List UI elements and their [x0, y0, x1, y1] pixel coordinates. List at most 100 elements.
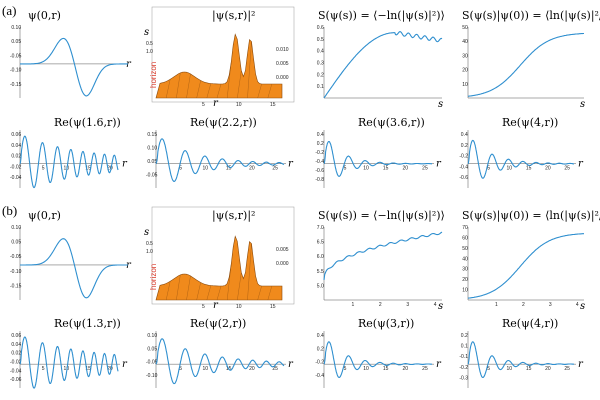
tick-label: 0.06 — [11, 132, 21, 138]
chart-b-0: ψ(0,r) r 0.10 0.05 -0.05 -0.10 -0.15 — [10, 209, 132, 300]
tick-label: 0.05 — [147, 346, 157, 352]
surface-gridline — [186, 73, 191, 99]
chart-b-5: Re(ψ(2,r))r5 10 15 20 250.100.05-0.05-0.10 — [146, 317, 294, 388]
tick-label: 10 — [236, 102, 242, 108]
axis-label-s: s — [144, 27, 149, 38]
tick-label: 0.2 — [317, 141, 324, 147]
tick-label: -0.8 — [315, 177, 324, 183]
surface-gridline — [267, 83, 272, 99]
tick-label: 0.1 — [317, 84, 324, 90]
axis-label-r: r — [126, 59, 132, 70]
axis-label-r: r — [578, 359, 584, 370]
tick-label: 0.10 — [147, 146, 157, 152]
tick-label: 0.06 — [11, 333, 21, 339]
chart-title: Re(ψ(1.3,r)) — [54, 317, 121, 330]
tick-label: 0.10 — [11, 225, 21, 231]
tick-label: 0.4 — [317, 49, 324, 55]
tick-label: 0.5 — [317, 37, 324, 43]
surface-gridline — [267, 285, 272, 301]
panel-label-a: (a) — [2, 3, 16, 18]
surface-gridline — [196, 80, 201, 99]
tick-label: 6.5 — [317, 240, 324, 246]
tick-label: 25 — [564, 166, 570, 172]
tick-label: 5 — [344, 166, 347, 172]
surface-mesh — [155, 235, 283, 301]
tick-label: 1 — [495, 302, 498, 308]
surface-gridline — [227, 62, 232, 99]
tick-label: 10 — [363, 166, 369, 172]
tick-label: 0.3 — [317, 61, 324, 67]
tick-label: -0.06 — [10, 377, 22, 383]
tick-label: 20 — [462, 68, 468, 74]
tick-label: 0.10 — [147, 333, 157, 339]
axis-label-s: s — [144, 227, 149, 238]
axis-label-r: r — [213, 300, 219, 311]
tick-label: 5 — [487, 166, 490, 172]
surface-gridline — [166, 281, 171, 301]
axis-label-r: r — [436, 359, 442, 370]
tick-label: 25 — [422, 166, 428, 172]
tick-label: 5 — [179, 166, 182, 172]
chart-b-2: S(ψ(s)) = ⟨−ln(|ψ(s)|²)⟩ s 1 2 3 4 7.0 6.5 6.0 5.… — [317, 209, 445, 312]
tick-label: 3 — [549, 302, 552, 308]
tick-label: -0.15 — [10, 283, 22, 289]
tick-label: 1.0 — [146, 249, 153, 255]
tick-label: 4 — [576, 302, 579, 308]
tick-label: 10 — [507, 366, 513, 372]
axis-label-r: r — [122, 359, 128, 370]
series-line — [155, 138, 285, 182]
tick-label: -0.4 — [315, 159, 324, 165]
tick-label: 60 — [462, 235, 468, 241]
tick-label: 0.2 — [461, 333, 468, 339]
plots-group: ψ(0,r)r0.100.05-0.05-0.10-0.15|ψ(s,r)|²h… — [10, 6, 600, 389]
tick-label: -0.10 — [146, 373, 158, 379]
chart-title: Re(ψ(3,r)) — [358, 317, 414, 330]
horizon-label: horizon — [149, 264, 158, 290]
tick-label: 5.5 — [317, 269, 324, 275]
tick-label: 15 — [526, 366, 532, 372]
axis-label-r: r — [122, 159, 128, 170]
chart-title: S(ψ(s)) = ⟨−ln(|ψ(s)|²)⟩ — [318, 9, 445, 23]
tick-label: 5 — [202, 304, 205, 310]
surface-gridline — [237, 70, 242, 99]
tick-label: 0.6 — [317, 25, 324, 31]
tick-label: 20 — [249, 166, 255, 172]
series-line — [19, 135, 119, 189]
series-line — [467, 341, 575, 378]
tick-label: 10 — [203, 366, 209, 372]
chart-title: Re(ψ(1.6,r)) — [54, 116, 121, 129]
axis-label-r: r — [578, 159, 584, 170]
tick-label: 25 — [272, 366, 278, 372]
series-line — [20, 238, 128, 299]
tick-label: -0.05 — [10, 53, 22, 59]
surface-mesh — [155, 33, 283, 99]
tick-label: 0.000 — [276, 75, 289, 81]
series-line — [323, 140, 432, 177]
tick-label: 0.2 — [317, 346, 324, 352]
chart-a-7: Re(ψ(4,r)) r 5 10 15 20 25 0.4 0.2 -0.2 -0.4 -0.6 — [459, 116, 584, 188]
surface-gridline — [227, 264, 232, 301]
chart-title: Re(ψ(4,r)) — [502, 116, 558, 129]
tick-label: 5 — [42, 366, 45, 372]
axis-label-r: r — [126, 260, 132, 271]
tick-label: 50 — [462, 25, 468, 31]
tick-label: 15 — [383, 166, 389, 172]
surface-gridline — [247, 243, 252, 301]
tick-label: 0.4 — [317, 132, 324, 138]
surface-gridline — [237, 272, 242, 301]
chart-b-3: S(ψ(s)|ψ(0)) = ⟨ln(|ψ(s)|²/|ψ(0)|²)⟩ s 1 2 3… — [462, 209, 600, 312]
tick-label: 20 — [403, 166, 409, 172]
tick-label: 5 — [487, 366, 490, 372]
series-line — [323, 231, 443, 280]
tick-label: 20 — [107, 166, 113, 172]
tick-label: 20 — [249, 366, 255, 372]
chart-title: Re(ψ(3.6,r)) — [358, 116, 425, 129]
tick-label: -0.3 — [459, 375, 468, 381]
chart-title: |ψ(s,r)|² — [212, 209, 255, 223]
surface-gridline — [176, 72, 181, 99]
chart-a-2: S(ψ(s)) = ⟨−ln(|ψ(s)|²)⟩ s 0.6 0.5 0.4 0.3 0.2… — [317, 9, 445, 110]
chart-title: Re(ψ(2,r)) — [190, 317, 246, 330]
surface-gridline — [206, 83, 211, 99]
tick-label: 0.02 — [11, 351, 21, 357]
tick-label: 40 — [462, 256, 468, 262]
